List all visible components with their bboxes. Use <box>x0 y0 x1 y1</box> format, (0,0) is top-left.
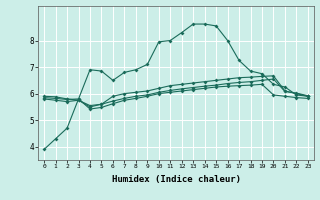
X-axis label: Humidex (Indice chaleur): Humidex (Indice chaleur) <box>111 175 241 184</box>
